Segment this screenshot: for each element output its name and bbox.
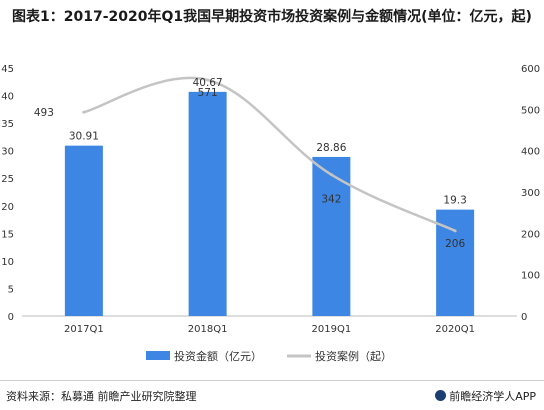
chart-canvas: 0 5 10 15 20 25 30 35 40 45 0 100 200 300 400 500 600 201… xyxy=(1,64,540,363)
right-axis-tick-label: 100 xyxy=(521,271,540,282)
left-axis-tick-label: 45 xyxy=(1,64,14,75)
brand-label: 前瞻经济学人APP xyxy=(435,388,536,404)
bar-value-label: 28.86 xyxy=(316,142,346,154)
bar xyxy=(188,91,227,316)
bar xyxy=(312,156,351,316)
line-series xyxy=(82,76,457,233)
brand-logo-icon xyxy=(435,390,447,401)
legend-bar-swatch xyxy=(146,351,170,360)
line-value-label: 493 xyxy=(34,107,54,119)
bar-value-label: 30.91 xyxy=(69,131,99,143)
left-axis-tick-label: 5 xyxy=(8,284,14,295)
left-axis-tick-label: 40 xyxy=(1,92,14,103)
left-axis-tick-label: 20 xyxy=(1,202,14,213)
legend-line-label: 投资案例（起） xyxy=(315,349,392,363)
line-value-label: 342 xyxy=(321,194,341,206)
x-axis-tick-label: 2017Q1 xyxy=(64,324,104,335)
bar xyxy=(64,145,103,316)
line-point xyxy=(329,173,333,177)
legend-bar-label: 投资金额（亿元） xyxy=(174,349,262,363)
right-axis-tick-label: 600 xyxy=(521,64,540,75)
line-point xyxy=(206,78,210,82)
source-note: 资料来源：私募通 前瞻产业研究院整理 xyxy=(6,390,197,403)
legend: 投资金额（亿元） 投资案例（起） xyxy=(146,349,392,363)
bar-value-label: 40.67 xyxy=(193,77,223,89)
left-axis-tick-label: 30 xyxy=(1,147,14,158)
right-axis-tick-label: 400 xyxy=(521,147,540,158)
left-axis-tick-label: 0 xyxy=(8,312,14,323)
left-axis-tick-label: 25 xyxy=(1,174,14,185)
line-path xyxy=(83,76,456,232)
line-value-label: 206 xyxy=(445,238,465,250)
line-point xyxy=(453,229,457,233)
line-point xyxy=(82,110,86,114)
left-axis-tick-label: 35 xyxy=(1,119,14,130)
brand-text: 前瞻经济学人APP xyxy=(449,390,536,403)
data-labels: 30.91 40.67 28.86 19.3 493 571 342 206 xyxy=(34,77,467,250)
x-axis-tick-label: 2018Q1 xyxy=(188,324,228,335)
right-axis-tick-label: 300 xyxy=(521,188,540,199)
line-value-label: 571 xyxy=(198,87,218,99)
bar-value-label: 19.3 xyxy=(443,195,466,207)
x-axis-tick-label: 2019Q1 xyxy=(312,324,352,335)
axes: 0 5 10 15 20 25 30 35 40 45 0 100 200 300 400 500 600 201… xyxy=(1,64,540,335)
left-axis-tick-label: 15 xyxy=(1,229,14,240)
footer: 资料来源：私募通 前瞻产业研究院整理 前瞻经济学人APP xyxy=(0,380,544,410)
bar-series xyxy=(64,91,475,316)
right-axis-tick-label: 500 xyxy=(521,105,540,116)
chart-title: 图表1：2017-2020年Q1我国早期投资市场投资案例与金额情况(单位：亿元，… xyxy=(12,9,532,25)
right-axis-tick-label: 0 xyxy=(521,312,527,323)
x-axis-tick-label: 2020Q1 xyxy=(435,324,475,335)
left-axis-tick-label: 10 xyxy=(1,257,14,268)
bar xyxy=(436,209,475,316)
right-axis-tick-label: 200 xyxy=(521,229,540,240)
